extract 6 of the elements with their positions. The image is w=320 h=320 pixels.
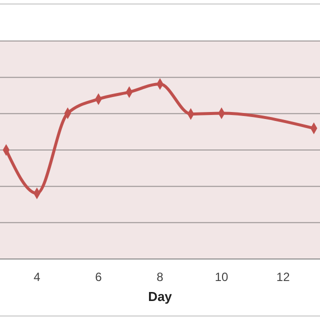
x-tick-label: 6 <box>95 270 102 284</box>
x-tick-label: 4 <box>34 270 41 284</box>
x-axis-title: Day <box>148 289 173 304</box>
x-tick-label: 10 <box>214 270 229 284</box>
x-tick-label: 12 <box>276 270 290 284</box>
x-tick-label: 8 <box>156 270 164 284</box>
